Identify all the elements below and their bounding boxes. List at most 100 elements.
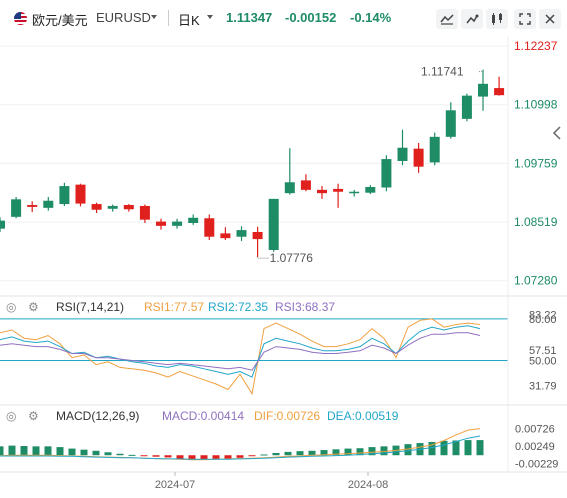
candle-body — [220, 233, 231, 239]
candle-body — [107, 205, 118, 209]
high-price-label: 1.11741 — [421, 65, 464, 79]
macd-histogram-bar — [308, 450, 316, 456]
candle-body — [429, 136, 440, 163]
macd-histogram-bar — [272, 453, 280, 456]
dea-legend: DEA:0.00519 — [327, 409, 399, 423]
macd-histogram-bar — [176, 455, 184, 459]
price-tick-label: 1.10998 — [514, 98, 558, 112]
indicator-icon[interactable] — [436, 9, 458, 29]
macd-histogram-bar — [68, 448, 76, 456]
fullscreen-icon[interactable] — [514, 9, 536, 29]
macd-histogram-bar — [0, 446, 4, 456]
macd-histogram-bar — [260, 454, 268, 456]
macd-tick-label: 0.00249 — [515, 441, 555, 453]
candlestick-panel: 1.12237 1.10998 1.09759 1.08519 1.07280 1.117… — [0, 39, 558, 288]
low-price-label: 1.07776 — [270, 251, 314, 265]
macd-histogram-bar — [344, 448, 352, 456]
candle-body — [268, 198, 279, 250]
candle-body — [461, 95, 472, 119]
macd-histogram-bar — [44, 446, 52, 456]
gear-icon: ⚙ — [28, 409, 39, 423]
macd-histogram-bar — [284, 451, 292, 456]
candle-body — [139, 205, 150, 220]
eye-icon: ◎ — [6, 300, 16, 314]
rsi-tick-label: 31.79 — [529, 381, 557, 393]
rsi-tick-label: 57.51 — [529, 345, 557, 357]
gear-icon: ⚙ — [28, 300, 39, 314]
candle-body — [75, 184, 86, 204]
candle-body — [91, 204, 102, 210]
macd-histogram-bar — [332, 449, 340, 456]
close-icon[interactable] — [539, 9, 561, 29]
price-tick-label: 1.12237 — [514, 39, 558, 53]
candle-body — [365, 187, 376, 193]
chart-header: 欧元/美元 EURUSD 日K 1.11347 -0.00152 -0.14% — [0, 0, 567, 36]
candle-body — [11, 199, 22, 217]
rsi1-legend: RSI1:77.57 — [144, 300, 204, 314]
macd-histogram-bar — [320, 450, 328, 456]
price-tick-label: 1.07280 — [514, 274, 558, 288]
last-price: 1.11347 — [226, 10, 273, 25]
symbol-name[interactable]: 欧元/美元 — [32, 13, 88, 28]
candle-body — [494, 88, 505, 96]
macd-histogram-bar — [188, 455, 196, 461]
rsi3-legend: RSI3:68.37 — [275, 300, 335, 314]
candle-body — [300, 180, 311, 190]
macd-histogram-bar — [440, 440, 448, 456]
price-tick-label: 1.08519 — [514, 215, 558, 229]
axes: 2024-07 2024-08 — [0, 36, 567, 491]
macd-histogram-bar — [20, 446, 28, 456]
period-selector[interactable]: 日K — [178, 13, 200, 28]
period-dropdown-icon[interactable] — [207, 15, 213, 19]
candle-body — [445, 110, 456, 137]
rsi-ref-label: 80.00 — [529, 314, 557, 326]
macd-histogram-bar — [236, 455, 244, 458]
rsi-line-rsi2 — [0, 325, 481, 378]
eye-icon: ◎ — [6, 409, 16, 423]
macd-histogram-bar — [80, 449, 88, 456]
candle-body — [0, 220, 5, 229]
macd-histogram-bar — [296, 451, 304, 456]
candle-body — [43, 200, 54, 208]
candle-body — [349, 191, 360, 194]
candle-body — [27, 205, 38, 207]
macd-histogram-bar — [380, 446, 388, 456]
rsi-panel: ◎ ⚙ RSI(7,14,21) RSI1:77.57 RSI2:72.35 RSI3:6… — [0, 300, 557, 396]
macd-histogram-bar — [116, 453, 124, 456]
macd-histogram-bar — [428, 441, 436, 456]
chevron-left-icon[interactable] — [552, 126, 561, 140]
rsi2-legend: RSI2:72.35 — [208, 300, 268, 314]
rsi-title: RSI(7,14,21) — [56, 300, 124, 314]
macd-histogram-bar — [368, 447, 376, 456]
macd-histogram-bar — [404, 444, 412, 456]
candle-body — [381, 159, 392, 188]
symbol-dropdown-icon[interactable] — [151, 15, 157, 19]
symbol-code[interactable]: EURUSD — [96, 10, 151, 25]
price-change: -0.00152 — [285, 10, 337, 25]
candle-body — [156, 221, 166, 226]
dif-legend: DIF:0.00726 — [254, 409, 320, 423]
settings-icon[interactable] — [486, 9, 508, 29]
macd-histogram-bar — [248, 455, 256, 457]
rsi-line-rsi1 — [0, 318, 481, 396]
candle-body — [413, 148, 424, 167]
candle-body — [204, 218, 215, 237]
macd-tick-label: -0.00229 — [515, 459, 558, 471]
macd-panel: ◎ ⚙ MACD(12,26,9) MACD:0.00414 DIF:0.00726 DE… — [0, 409, 558, 471]
candle-body — [397, 147, 408, 161]
date-tick-label: 2024-08 — [348, 479, 388, 491]
rsi-tick-label: 83.22 — [529, 309, 557, 321]
macd-histogram-bar — [8, 445, 16, 456]
draw-icon[interactable] — [461, 9, 483, 29]
candle-body — [333, 188, 344, 192]
date-tick-label: 2024-07 — [155, 479, 195, 491]
macd-legend: MACD:0.00414 — [162, 409, 244, 423]
price-tick-label: 1.09759 — [514, 156, 558, 170]
macd-histogram-bar — [464, 440, 472, 456]
candle-body — [317, 189, 327, 194]
macd-histogram-bar — [164, 455, 172, 458]
candle-body — [478, 83, 488, 97]
macd-histogram-bar — [476, 440, 484, 456]
macd-tick-label: 0.00726 — [515, 423, 555, 435]
